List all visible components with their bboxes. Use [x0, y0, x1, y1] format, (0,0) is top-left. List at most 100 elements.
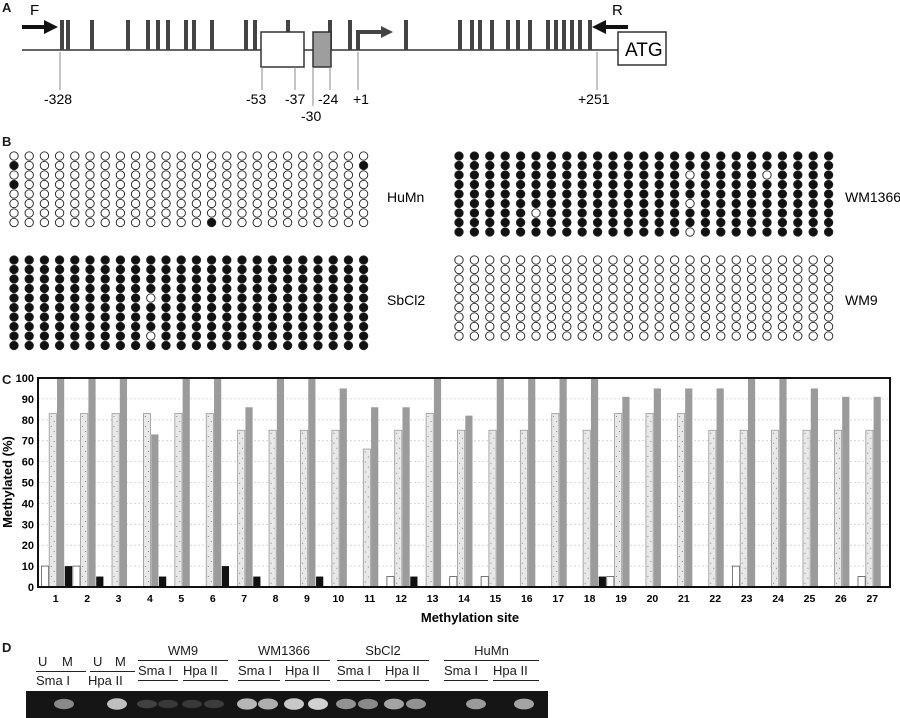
methylated-cpg-dot: [531, 179, 541, 190]
chart-bar: [119, 378, 128, 587]
bar-stipple-dot: [584, 582, 586, 584]
bar-stipple-dot: [490, 532, 492, 534]
bar-stipple-dot: [584, 512, 586, 514]
bar-stipple-dot: [587, 517, 589, 519]
methylated-cpg-dot: [639, 217, 649, 228]
bar-stipple-dot: [710, 452, 712, 454]
bar-stipple-dot: [521, 582, 523, 584]
bar-stipple-dot: [82, 456, 84, 458]
unmethylated-cpg-dot: [343, 198, 354, 209]
bar-stipple-dot: [459, 472, 460, 474]
bar-stipple-dot: [741, 522, 743, 524]
unmethylated-cpg-dot: [577, 302, 587, 313]
methylated-cpg-dot: [531, 189, 541, 199]
methylated-cpg-dot: [237, 302, 247, 313]
bar-stipple-dot: [619, 471, 621, 473]
methylated-cpg-dot: [823, 170, 834, 180]
bar-stipple-dot: [678, 576, 680, 578]
bar-stipple-dot: [304, 447, 306, 449]
bar-stipple-dot: [807, 557, 809, 559]
bar-stipple-dot: [744, 447, 746, 449]
unmethylated-cpg-dot: [298, 189, 308, 199]
methylated-cpg-dot: [100, 274, 110, 284]
bar-stipple-dot: [304, 437, 306, 439]
methylated-cpg-dot: [500, 179, 510, 190]
unmethylated-cpg-dot: [9, 170, 19, 180]
methylated-cpg-dot: [282, 312, 293, 322]
bar-stipple-dot: [147, 531, 149, 533]
unmethylated-cpg-dot: [793, 264, 803, 275]
bar-stipple-dot: [113, 496, 115, 498]
chart-x-tick-label: 2: [84, 593, 90, 605]
chart-bar: [676, 413, 685, 588]
chart-bar: [779, 378, 787, 587]
bar-stipple-dot: [333, 582, 335, 584]
unmethylated-cpg-dot: [206, 198, 217, 209]
methylated-cpg-dot: [146, 274, 156, 284]
unmethylated-cpg-dot: [777, 321, 788, 332]
chart-bar: [268, 429, 277, 588]
methylated-cpg-dot: [267, 340, 278, 351]
bar-stipple-dot: [399, 567, 401, 569]
bar-stipple-dot: [242, 547, 244, 549]
unmethylated-cpg-dot: [328, 189, 338, 199]
sample-label-sbcl2: SbCl2: [387, 292, 425, 308]
bar-stipple-dot: [85, 531, 87, 533]
chart-bar: [708, 429, 717, 588]
bar-stipple-dot: [553, 436, 555, 438]
methylated-cpg-dot: [24, 340, 34, 351]
bar-stipple-dot: [176, 536, 178, 538]
bar-stipple-dot: [647, 466, 649, 468]
bar-stipple-dot: [459, 582, 460, 584]
unmethylated-cpg-dot: [130, 208, 141, 218]
unmethylated-cpg-dot: [130, 170, 141, 180]
unmethylated-cpg-dot: [531, 283, 541, 294]
unmethylated-cpg-dot: [731, 255, 741, 265]
unmethylated-cpg-dot: [669, 331, 680, 341]
methylated-cpg-dot: [191, 340, 202, 351]
methylated-cpg-dot: [469, 189, 480, 199]
unmethylated-cpg-dot: [39, 179, 50, 190]
bar-stipple-dot: [304, 577, 306, 579]
unmethylated-cpg-dot: [9, 208, 19, 218]
methylated-cpg-dot: [731, 151, 741, 161]
bar-stipple-dot: [619, 521, 621, 523]
methylated-cpg-dot: [146, 302, 156, 313]
bar-stipple-dot: [113, 466, 115, 468]
bar-stipple-dot: [744, 507, 746, 509]
bar-stipple-dot: [867, 532, 869, 534]
bar-stipple-dot: [333, 532, 335, 534]
unmethylated-cpg-dot: [146, 331, 156, 341]
unmethylated-cpg-dot: [546, 312, 557, 322]
bar-stipple-dot: [744, 497, 746, 499]
bar-stipple-dot: [713, 507, 715, 509]
bar-stipple-dot: [176, 416, 178, 418]
bar-stipple-dot: [82, 466, 84, 468]
unmethylated-cpg-dot: [328, 217, 338, 228]
unmethylated-cpg-dot: [54, 208, 65, 218]
methylated-cpg-dot: [639, 227, 649, 237]
methylated-cpg-dot: [237, 255, 247, 265]
methylated-cpg-dot: [562, 198, 572, 209]
bar-stipple-dot: [304, 477, 306, 479]
bar-stipple-dot: [50, 546, 52, 548]
bar-stipple-dot: [396, 462, 398, 464]
bar-stipple-dot: [179, 551, 181, 553]
bar-stipple-dot: [744, 487, 746, 489]
bar-stipple-dot: [53, 521, 55, 523]
unmethylated-cpg-dot: [546, 264, 557, 275]
bar-stipple-dot: [116, 421, 118, 423]
bar-stipple-dot: [147, 541, 149, 543]
bar-stipple-dot: [364, 541, 366, 543]
unmethylated-cpg-dot: [823, 255, 834, 265]
unmethylated-cpg-dot: [716, 293, 726, 303]
chart-bar: [300, 429, 309, 588]
bar-stipple-dot: [804, 562, 806, 564]
methylated-cpg-dot: [54, 293, 65, 303]
methylated-cpg-dot: [577, 160, 587, 171]
bar-stipple-dot: [179, 451, 181, 453]
bar-stipple-dot: [116, 471, 118, 473]
methylated-cpg-dot: [130, 293, 141, 303]
methylated-cpg-dot: [9, 302, 19, 313]
